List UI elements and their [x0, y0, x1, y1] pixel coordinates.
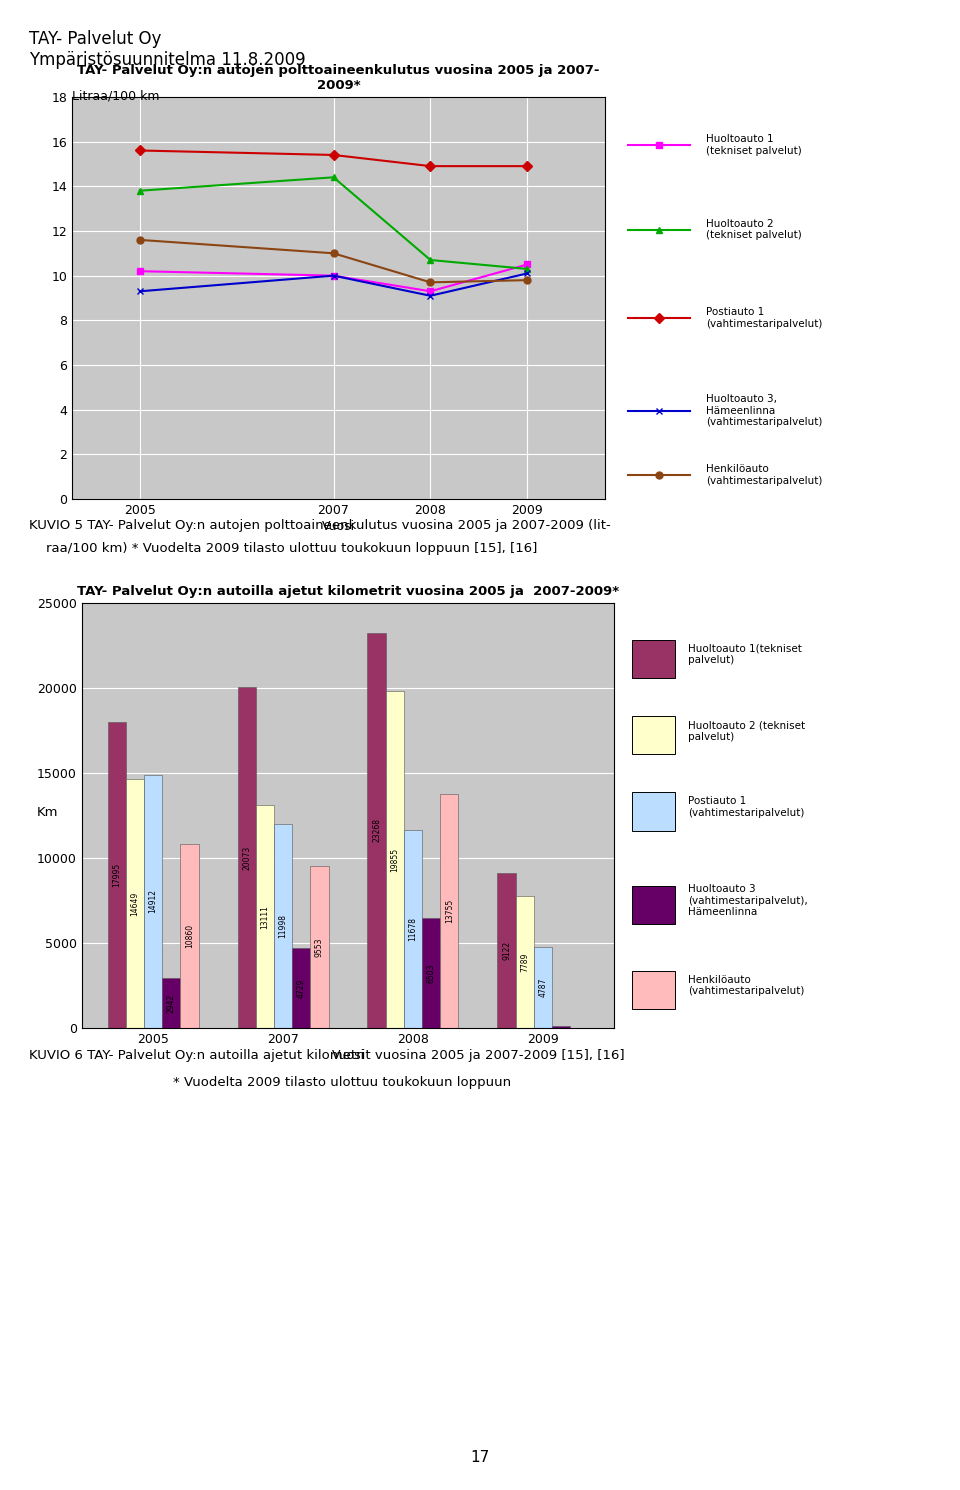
Text: KUVIO 5 TAY- Palvelut Oy:n autojen polttoaineenkulutus vuosina 2005 ja 2007-2009: KUVIO 5 TAY- Palvelut Oy:n autojen poltt…: [29, 519, 611, 532]
X-axis label: Vuosi: Vuosi: [322, 520, 355, 533]
Title: TAY- Palvelut Oy:n autojen polttoaineenkulutus vuosina 2005 ja 2007-
2009*: TAY- Palvelut Oy:n autojen polttoaineenk…: [77, 64, 600, 91]
Bar: [126, 779, 144, 1028]
Bar: [632, 639, 676, 678]
Bar: [310, 866, 328, 1028]
Text: Henkilöauto
(vahtimestaripalvelut): Henkilöauto (vahtimestaripalvelut): [707, 465, 823, 486]
Text: Huoltoauto 3
(vahtimestaripalvelut),
Hämeenlinna: Huoltoauto 3 (vahtimestaripalvelut), Häm…: [687, 884, 807, 918]
Text: 19855: 19855: [391, 848, 399, 872]
Bar: [632, 717, 676, 754]
Bar: [255, 806, 274, 1028]
Bar: [632, 971, 676, 1009]
Text: 13111: 13111: [260, 904, 270, 928]
Text: 9553: 9553: [315, 937, 324, 957]
Text: Henkilöauto
(vahtimestaripalvelut): Henkilöauto (vahtimestaripalvelut): [687, 974, 804, 997]
Text: Huoltoauto 1(tekniset
palvelut): Huoltoauto 1(tekniset palvelut): [687, 644, 802, 665]
Bar: [516, 895, 534, 1028]
Bar: [404, 830, 422, 1028]
Text: 13755: 13755: [444, 898, 454, 924]
Text: Litraa/100 km: Litraa/100 km: [72, 89, 159, 103]
Text: 2942: 2942: [167, 994, 176, 1013]
Text: Km: Km: [36, 806, 58, 818]
Text: KUVIO 6 TAY- Palvelut Oy:n autoilla ajetut kilometrit vuosina 2005 ja 2007-2009 : KUVIO 6 TAY- Palvelut Oy:n autoilla ajet…: [29, 1049, 624, 1062]
Text: 4787: 4787: [539, 977, 547, 997]
Text: 17: 17: [470, 1450, 490, 1465]
Text: raa/100 km) * Vuodelta 2009 tilasto ulottuu toukokuun loppuun [15], [16]: raa/100 km) * Vuodelta 2009 tilasto ulot…: [29, 542, 538, 556]
Text: 17995: 17995: [112, 863, 121, 888]
Bar: [368, 633, 386, 1028]
Text: 23268: 23268: [372, 818, 381, 842]
Bar: [497, 873, 516, 1028]
Bar: [534, 946, 552, 1028]
Text: Huoltoauto 2
(tekniset palvelut): Huoltoauto 2 (tekniset palvelut): [707, 219, 802, 240]
Text: TAY- Palvelut Oy: TAY- Palvelut Oy: [29, 30, 161, 48]
Bar: [108, 723, 126, 1028]
Bar: [441, 794, 459, 1028]
Bar: [552, 1025, 570, 1028]
Bar: [632, 887, 676, 924]
Bar: [632, 793, 676, 830]
Text: Huoltoauto 2 (tekniset
palvelut): Huoltoauto 2 (tekniset palvelut): [687, 720, 805, 742]
Text: Huoltoauto 1
(tekniset palvelut): Huoltoauto 1 (tekniset palvelut): [707, 134, 802, 156]
Text: 14912: 14912: [149, 890, 157, 913]
Text: 6503: 6503: [426, 963, 436, 982]
Bar: [422, 918, 441, 1028]
Title: TAY- Palvelut Oy:n autoilla ajetut kilometrit vuosina 2005 ja  2007-2009*: TAY- Palvelut Oy:n autoilla ajetut kilom…: [77, 586, 619, 597]
Text: * Vuodelta 2009 tilasto ulottuu toukokuun loppuun: * Vuodelta 2009 tilasto ulottuu toukokuu…: [173, 1076, 511, 1089]
Text: Huoltoauto 3,
Hämeenlinna
(vahtimestaripalvelut): Huoltoauto 3, Hämeenlinna (vahtimestarip…: [707, 393, 823, 428]
Text: 7789: 7789: [520, 952, 529, 971]
Bar: [274, 824, 292, 1028]
Bar: [180, 843, 199, 1028]
Text: Postiauto 1
(vahtimestaripalvelut): Postiauto 1 (vahtimestaripalvelut): [687, 797, 804, 818]
Text: 20073: 20073: [242, 845, 252, 870]
Text: 4729: 4729: [297, 979, 305, 998]
Text: Postiauto 1
(vahtimestaripalvelut): Postiauto 1 (vahtimestaripalvelut): [707, 307, 823, 329]
Text: 11998: 11998: [278, 915, 288, 939]
Text: 14649: 14649: [131, 891, 139, 916]
Bar: [144, 775, 162, 1028]
Text: 10860: 10860: [185, 924, 194, 948]
Bar: [237, 687, 255, 1028]
Bar: [386, 691, 404, 1028]
Bar: [162, 977, 180, 1028]
Text: 9122: 9122: [502, 942, 511, 960]
Text: Ympäristösuunnitelma 11.8.2009: Ympäristösuunnitelma 11.8.2009: [29, 51, 305, 69]
Text: 11678: 11678: [408, 916, 418, 940]
X-axis label: Vuosi: Vuosi: [331, 1049, 365, 1062]
Bar: [292, 948, 310, 1028]
